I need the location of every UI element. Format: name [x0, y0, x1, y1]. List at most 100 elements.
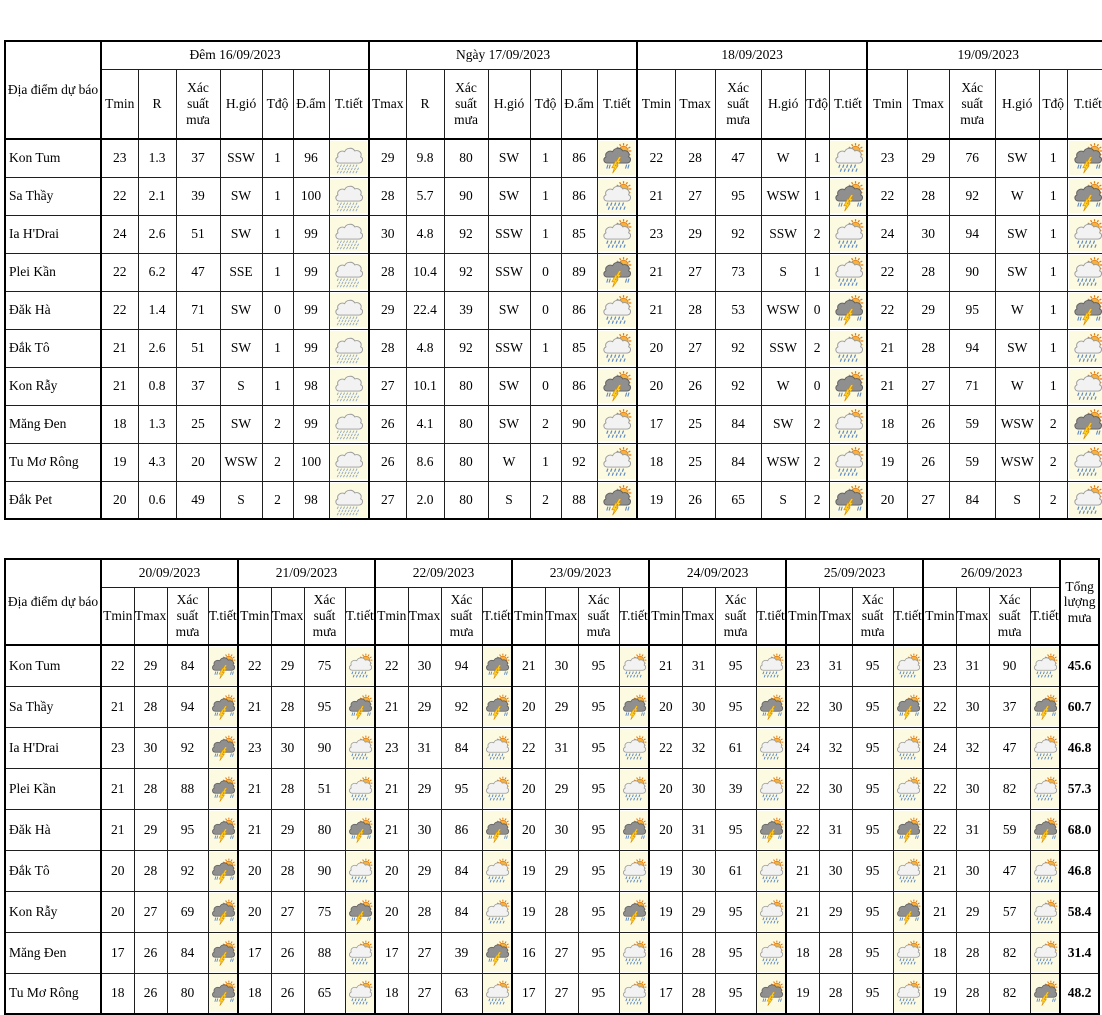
weather-cell [481, 808, 513, 851]
value-cell: 61 [714, 726, 757, 769]
value-cell: 95 [166, 808, 209, 851]
value-cell: 16 [511, 931, 546, 974]
value-cell: 32 [681, 726, 716, 769]
sun-cloud-rain-icon [1030, 933, 1059, 972]
value-cell: 21 [636, 290, 676, 330]
value-cell: 4.1 [405, 404, 445, 444]
table-row: Tu Mơ Rông 19 4.3 20 WSW 2 100 26 8.6 80 W 1 92 18 25 8… [4, 442, 1102, 482]
value-cell: 86 [440, 808, 483, 851]
column-header: Đ.ẩm [560, 68, 598, 140]
value-cell: 99 [292, 404, 330, 444]
value-cell: 90 [303, 849, 346, 892]
table-row: Đăk Hà 22 1.4 71 SW 0 99 29 22.4 39 SW 0 86 21 28 53 WSW… [4, 290, 1102, 330]
value-cell: 69 [166, 890, 209, 933]
value-cell: 30 [407, 808, 442, 851]
value-cell: 39 [714, 767, 757, 810]
value-cell: 29 [544, 767, 579, 810]
value-cell: 95 [851, 767, 894, 810]
value-cell: 1 [261, 214, 294, 254]
weather-cell [1029, 808, 1061, 851]
weather-cell [328, 138, 370, 178]
value-cell: 95 [851, 849, 894, 892]
sun-cloud-rain-icon [1069, 445, 1102, 479]
value-cell: 0.6 [137, 480, 177, 520]
cloud-rain-icon [330, 255, 368, 289]
sun-cloud-rain-icon [1030, 646, 1059, 685]
value-cell: 28 [270, 767, 305, 810]
location-cell: Đắk Tô [4, 328, 102, 368]
value-cell: 94 [440, 644, 483, 687]
value-cell: 30 [818, 849, 853, 892]
value-cell: 21 [922, 849, 957, 892]
value-cell: 28 [906, 252, 950, 292]
cloud-rain-icon [330, 141, 368, 176]
weather-cell [344, 685, 376, 728]
value-cell: SW [487, 176, 531, 216]
weather-cell [481, 849, 513, 892]
value-cell: 25 [674, 404, 716, 444]
value-cell: 22 [785, 685, 820, 728]
sun-cloud-rain-icon [619, 646, 648, 685]
weather-cell [618, 972, 650, 1015]
value-cell: 17 [636, 404, 676, 444]
weather-cell [344, 931, 376, 974]
value-cell: 1 [529, 214, 562, 254]
value-cell: SW [487, 290, 531, 330]
location-cell: Đắk Tô [4, 849, 102, 892]
value-cell: 28 [270, 685, 305, 728]
value-cell: 23 [866, 138, 908, 178]
value-cell: 29 [407, 767, 442, 810]
value-cell: 31 [955, 808, 990, 851]
value-cell: 90 [948, 252, 996, 292]
total-rain-header: Tổng lượng mưa [1059, 558, 1100, 646]
value-cell: 21 [374, 685, 409, 728]
value-cell: 30 [955, 767, 990, 810]
location-cell: Tu Mơ Rông [4, 972, 102, 1015]
value-cell: 84 [440, 890, 483, 933]
cloud-rain-icon [330, 445, 368, 479]
weather-cell [1029, 849, 1061, 892]
value-cell: 28 [955, 972, 990, 1015]
weather-cell [481, 726, 513, 769]
location-cell: Tu Mơ Rông [4, 442, 102, 482]
value-cell: 2.0 [405, 480, 445, 520]
forecast-table-16-19: Địa điểm dự báo Đêm 16/09/2023 Ngày 17/09/… [4, 40, 1102, 520]
value-cell: 1.3 [137, 138, 177, 178]
value-cell: 37 [175, 138, 221, 178]
value-cell: 2.6 [137, 328, 177, 368]
value-cell: 95 [577, 808, 620, 851]
value-cell: 30 [544, 644, 579, 687]
sun-storm-lightning-icon [893, 687, 922, 726]
value-cell: SW [994, 138, 1040, 178]
weather-cell [328, 290, 370, 330]
weather-cell [344, 972, 376, 1015]
value-cell: 20 [237, 849, 272, 892]
weather-cell [207, 972, 239, 1015]
value-cell: SSW [487, 214, 531, 254]
value-cell: 28 [368, 328, 407, 368]
value-cell: 95 [714, 644, 757, 687]
value-cell: 27 [407, 931, 442, 974]
sun-cloud-rain-icon [598, 407, 636, 441]
weather-cell [755, 890, 787, 933]
date-group-header: Đêm 16/09/2023 [99, 40, 370, 70]
value-cell: 28 [368, 252, 407, 292]
value-cell: 8.6 [405, 442, 445, 482]
value-cell: 1 [1038, 214, 1068, 254]
value-cell: 22 [648, 726, 683, 769]
weather-cell [755, 808, 787, 851]
value-cell: 0 [261, 290, 294, 330]
total-rain-cell: 68.0 [1059, 808, 1100, 851]
value-cell: SSW [219, 138, 263, 178]
value-cell: 1 [1038, 366, 1068, 406]
value-cell: 20 [648, 685, 683, 728]
sun-cloud-rain-icon [598, 293, 636, 327]
weather-cell [481, 685, 513, 728]
value-cell: 2 [1038, 404, 1068, 444]
value-cell: 22 [100, 252, 139, 292]
sun-storm-lightning-icon [1030, 810, 1059, 849]
column-header: H.gió [487, 68, 531, 140]
weather-cell [596, 252, 638, 292]
value-cell: 26 [133, 931, 168, 974]
value-cell: 53 [714, 290, 762, 330]
